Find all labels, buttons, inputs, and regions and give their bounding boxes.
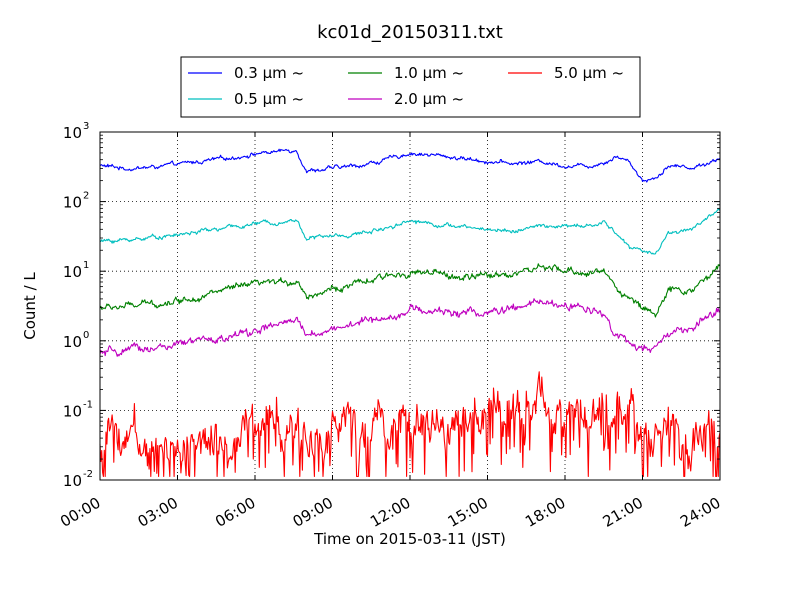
- y-tick-label: 10 0: [63, 330, 89, 351]
- legend-label: 0.3 μm ~: [234, 64, 304, 82]
- legend-entry: 0.3 μm ~: [188, 64, 304, 82]
- legend-label: 5.0 μm ~: [554, 64, 624, 82]
- legend-label: 2.0 μm ~: [394, 90, 464, 108]
- y-axis-label: Count / L: [21, 272, 39, 340]
- y-tick-label: 10 3: [63, 121, 89, 142]
- y-tick-base: 10: [63, 194, 82, 212]
- series-line: [99, 371, 721, 478]
- y-tick-label: 10 -2: [63, 469, 93, 490]
- y-tick-base: 10: [63, 263, 82, 281]
- legend-label: 0.5 μm ~: [234, 90, 304, 108]
- y-tick-base: 10: [63, 333, 82, 351]
- y-tick-label: 10 1: [63, 260, 89, 281]
- y-tick-exponent: 3: [83, 121, 89, 132]
- legend-entry: 0.5 μm ~: [188, 90, 304, 108]
- y-tick-exponent: 2: [83, 191, 89, 202]
- legend-entry: 2.0 μm ~: [348, 90, 464, 108]
- x-axis-label: Time on 2015-03-11 (JST): [313, 530, 506, 548]
- series-line: [99, 263, 721, 318]
- legend: 0.3 μm ~ 1.0 μm ~ 5.0 μm ~ 0.5 μm ~ 2.0 μm ~: [180, 56, 641, 118]
- y-tick-exponent: 0: [83, 330, 89, 341]
- chart-title: kc01d_20150311.txt: [317, 22, 503, 43]
- legend-label: 1.0 μm ~: [394, 64, 464, 82]
- y-tick-base: 10: [63, 472, 82, 490]
- y-tick-base: 10: [63, 402, 82, 420]
- legend-entry: 5.0 μm ~: [508, 64, 624, 82]
- y-tick-label: 10 2: [63, 191, 89, 212]
- legend-entry: 1.0 μm ~: [348, 64, 464, 82]
- y-tick-label: 10 -1: [63, 399, 93, 420]
- series-layer: [99, 148, 721, 478]
- y-tick-exponent: -2: [83, 469, 93, 480]
- y-tick-base: 10: [63, 124, 82, 142]
- series-line: [99, 148, 721, 183]
- legend-frame: [180, 56, 641, 118]
- y-tick-exponent: 1: [83, 260, 89, 271]
- y-tick-exponent: -1: [83, 399, 93, 410]
- series-line: [99, 208, 721, 255]
- series-line: [99, 298, 721, 357]
